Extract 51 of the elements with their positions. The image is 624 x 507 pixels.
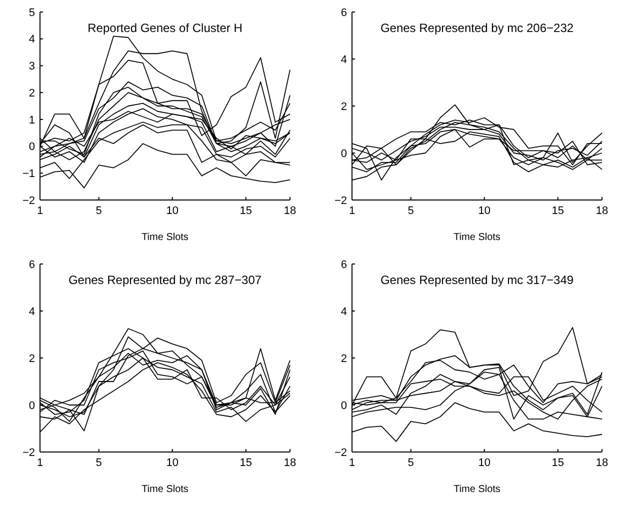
text: Genes Represented by mc 287−307	[68, 273, 262, 287]
y-tick-label: −2	[22, 446, 35, 459]
y-tick-label: −2	[334, 194, 347, 207]
y-tick-label: 6	[28, 258, 35, 271]
y-tick-label: 1	[28, 114, 35, 126]
x-axis-title: Time Slots	[454, 484, 500, 495]
y-tick-label: −2	[334, 446, 347, 459]
y-tick-label: 2	[340, 352, 347, 365]
y-tick-label: 0	[340, 148, 347, 160]
x-tick-label: 18	[596, 457, 608, 469]
x-axis-title: Time Slots	[142, 232, 188, 243]
y-tick-label: 2	[28, 352, 35, 365]
x-tick-label: 1	[348, 457, 356, 469]
y-tick-label: 4	[340, 54, 347, 66]
y-tick-label: 4	[28, 306, 35, 318]
x-axis-title: Time Slots	[454, 232, 500, 243]
x-tick-label: 18	[284, 457, 296, 469]
y-tick-label: 6	[340, 6, 347, 19]
y-tick-label: −2	[22, 194, 35, 207]
x-tick-label: 5	[96, 205, 102, 217]
y-tick-label: 2	[28, 87, 35, 100]
x-tick-label: 18	[596, 205, 608, 217]
y-tick-label: 4	[28, 34, 35, 46]
text: Genes Represented by mc 206−232	[380, 21, 574, 35]
x-tick-label: 18	[284, 205, 296, 217]
y-tick-label: −1	[22, 168, 35, 180]
x-tick-label: 15	[240, 457, 252, 469]
text: Reported Genes of Cluster H	[88, 21, 242, 35]
y-tick-label: 0	[28, 141, 35, 154]
y-tick-label: 2	[340, 100, 347, 113]
x-tick-label: 5	[408, 457, 414, 469]
x-tick-label: 10	[478, 205, 490, 217]
x-tick-label: 10	[166, 205, 178, 217]
x-tick-label: 5	[96, 457, 102, 469]
x-tick-label: 1	[348, 205, 356, 217]
text: Genes Represented by mc 317−349	[380, 273, 574, 287]
x-tick-label: 15	[240, 205, 252, 217]
y-tick-label: 6	[340, 258, 347, 271]
y-tick-label: 0	[340, 400, 347, 412]
x-tick-label: 1	[36, 205, 44, 217]
y-tick-label: 4	[340, 306, 347, 318]
x-axis-title: Time Slots	[142, 484, 188, 495]
x-tick-label: 15	[552, 457, 564, 469]
y-tick-label: 3	[28, 60, 35, 73]
x-tick-label: 5	[408, 205, 414, 217]
x-tick-label: 15	[552, 205, 564, 217]
x-tick-label: 10	[166, 457, 178, 469]
x-tick-label: 1	[36, 457, 44, 469]
y-tick-label: 0	[28, 400, 35, 412]
x-tick-label: 10	[478, 457, 490, 469]
y-tick-label: 5	[28, 6, 35, 19]
